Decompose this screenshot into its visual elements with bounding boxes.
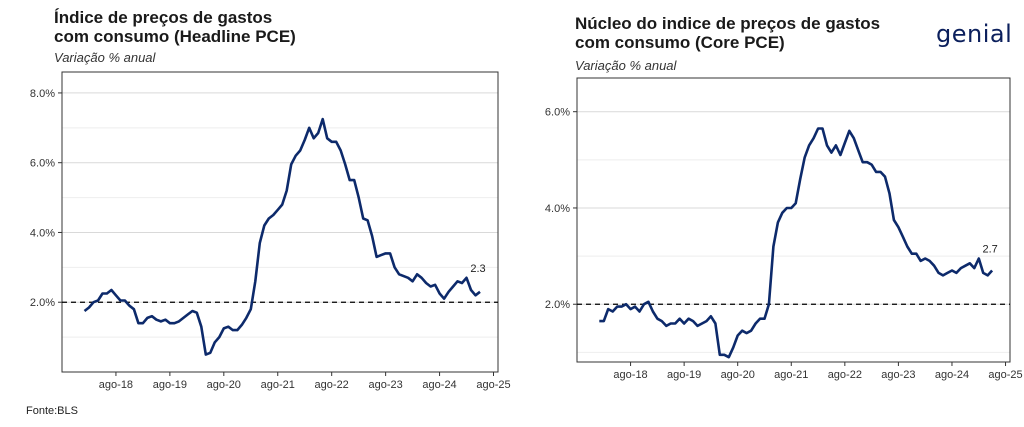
x-tick-label: ago-19 [153,379,187,391]
x-tick-label: ago-20 [721,369,755,381]
x-tick-label: ago-22 [828,369,862,381]
x-tick-label: ago-19 [667,369,701,381]
y-tick-label: 2.0% [30,297,55,309]
x-tick-label: ago-23 [881,369,915,381]
y-tick-label: 6.0% [30,158,55,170]
y-tick-label: 6.0% [545,107,570,119]
series-line [599,127,994,359]
chart-title-line2: com consumo (Core PCE) [575,33,785,52]
chart-title-line1: Índice de preços de gastos [54,8,273,27]
x-tick-label: ago-18 [99,379,133,391]
x-tick-label: ago-18 [613,369,647,381]
chart-subtitle: Variação % anual [54,50,156,65]
y-tick-label: 8.0% [30,88,55,100]
chart-title-line1: Núcleo do indice de preços de gastos [575,14,881,33]
x-tick-label: ago-25 [476,379,510,391]
headline-pce-chart: 2.0% 4.0% 6.0% 8.0% ago-18 ago-19 ago-20 ago-21… [30,71,511,391]
y-tick-label: 4.0% [30,227,55,239]
plot-frame [61,71,499,373]
plot-frame [576,77,1011,363]
last-value-label: 2.3 [470,263,485,275]
x-tick-label: ago-23 [368,379,402,391]
core-pce-chart: 2.0% 4.0% 6.0% ago-18 ago-19 ago-20 ago-21 ago-… [545,77,1023,381]
x-tick-label: ago-24 [422,379,456,391]
genial-logo: genial [936,20,1012,48]
logo-text: genial [936,20,1013,48]
source-note: Fonte:BLS [26,405,78,417]
chart-title-line2: com consumo (Headline PCE) [54,27,296,46]
x-tick-label: ago-20 [207,379,241,391]
y-tick-label: 2.0% [545,299,570,311]
x-tick-label: ago-25 [988,369,1022,381]
last-value-label: 2.7 [982,244,997,256]
x-tick-label: ago-21 [774,369,808,381]
series-line [83,117,481,356]
y-tick-label: 4.0% [545,203,570,215]
x-tick-label: ago-24 [935,369,969,381]
chart-subtitle: Variação % anual [575,58,677,73]
x-tick-label: ago-21 [261,379,295,391]
x-tick-label: ago-22 [315,379,349,391]
